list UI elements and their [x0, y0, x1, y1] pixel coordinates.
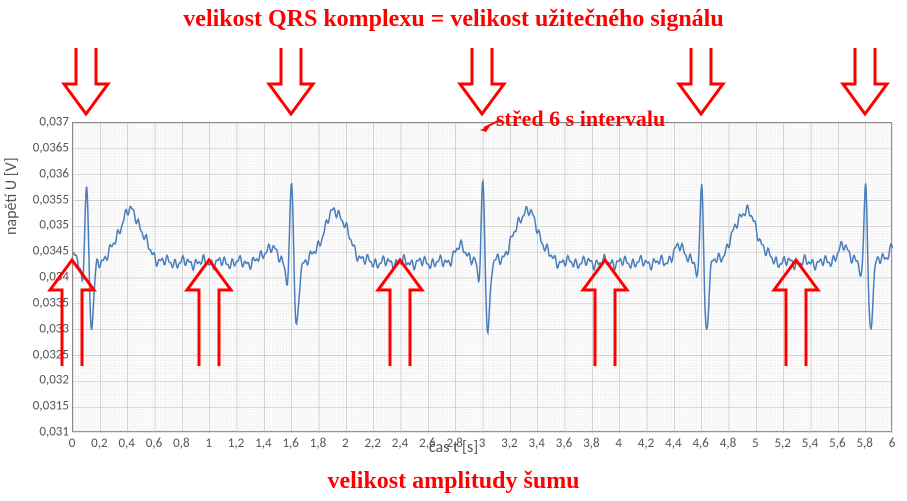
qrs-arrow-down-icon: [677, 48, 725, 123]
qrs-arrow-down-icon: [62, 48, 110, 123]
noise-arrow-up-icon: [48, 256, 96, 371]
y-tick-label: 0,0355: [9, 192, 69, 207]
y-tick-label: 0,036: [9, 166, 69, 181]
noise-arrow-up-icon: [376, 256, 424, 371]
title-top: velikost QRS komplexu = velikost užitečn…: [0, 6, 907, 33]
y-tick-label: 0,032: [9, 373, 69, 388]
noise-arrow-up-icon: [185, 256, 233, 371]
qrs-arrow-down-icon: [841, 48, 889, 123]
x-axis-label: čas t [s]: [0, 438, 907, 457]
title-bottom: velikost amplitudy šumu: [0, 468, 907, 495]
y-tick-label: 0,035: [9, 218, 69, 233]
chart-area: napětí U [V] 0,0310,03150,0320,03250,033…: [0, 40, 907, 460]
noise-arrow-up-icon: [581, 256, 629, 371]
noise-arrow-up-icon: [772, 256, 820, 371]
y-tick-label: 0,037: [9, 115, 69, 130]
center-interval-label: střed 6 s intervalu: [496, 106, 665, 132]
qrs-arrow-down-icon: [267, 48, 315, 123]
y-tick-label: 0,0315: [9, 399, 69, 414]
y-tick-label: 0,0365: [9, 140, 69, 155]
qrs-arrow-down-icon: [458, 48, 506, 123]
